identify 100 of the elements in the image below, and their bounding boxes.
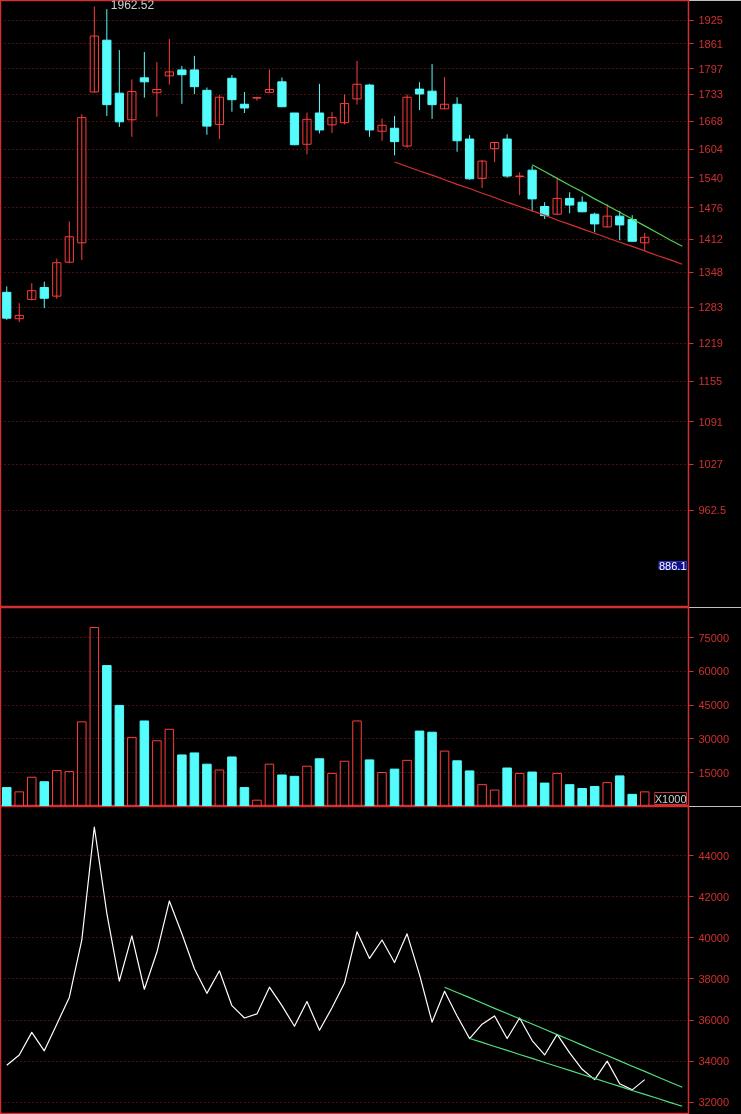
bar	[227, 756, 237, 806]
bar	[402, 759, 412, 806]
bar	[539, 782, 550, 806]
candlestick	[339, 93, 350, 125]
candlestick	[489, 142, 500, 163]
bar	[389, 768, 400, 806]
bar	[327, 772, 337, 806]
bar	[127, 736, 137, 806]
bar	[477, 784, 487, 806]
y-tick-label: 32000	[698, 1096, 730, 1109]
bar	[427, 731, 437, 806]
y-tick-label: 36000	[698, 1014, 730, 1027]
candlestick	[590, 212, 600, 233]
candlestick	[177, 65, 187, 105]
bar	[2, 787, 12, 806]
bar	[52, 769, 62, 806]
candlestick	[377, 117, 387, 142]
bar	[152, 740, 162, 806]
bar	[464, 770, 475, 806]
bar	[239, 787, 250, 806]
y-tick-label: 1797	[698, 62, 723, 75]
candlestick	[552, 178, 562, 216]
line-series	[468, 1037, 683, 1107]
candlestick	[352, 60, 362, 106]
candlestick	[615, 210, 625, 241]
candlestick	[239, 91, 250, 114]
y-tick-label: 962.5	[698, 504, 727, 517]
bar	[627, 793, 637, 806]
candlestick	[414, 81, 425, 111]
candlestick	[327, 111, 337, 134]
bar	[564, 784, 575, 806]
bar	[339, 760, 350, 806]
bar	[552, 772, 562, 806]
candlestick	[314, 83, 325, 134]
bar	[639, 791, 650, 806]
y-tick-label: 45000	[698, 699, 730, 712]
y-tick-label: 1668	[698, 115, 723, 128]
bar	[89, 627, 100, 806]
candlestick	[515, 171, 525, 196]
candlestick	[565, 191, 575, 214]
candlestick	[64, 220, 74, 264]
candlestick	[477, 159, 487, 189]
y-tick-label: 1348	[698, 266, 723, 279]
y-tick-label: 1476	[698, 201, 723, 214]
candlestick	[227, 74, 237, 113]
candlestick	[402, 93, 412, 149]
bar	[352, 720, 362, 806]
bar	[489, 789, 500, 806]
bar	[214, 769, 225, 806]
bar	[364, 759, 375, 806]
bar	[614, 775, 625, 806]
bar	[277, 774, 287, 806]
y-tick-label: 30000	[698, 732, 730, 745]
line-series	[6, 826, 646, 1091]
bar	[177, 754, 187, 806]
y-tick-label: 1091	[698, 415, 723, 428]
candlestick	[427, 63, 437, 120]
bar	[314, 758, 325, 806]
candlestick	[252, 96, 262, 102]
candlestick	[439, 76, 450, 110]
y-tick-label: 38000	[698, 972, 730, 985]
y-tick-label: 1219	[698, 337, 723, 350]
y-tick-label: 1861	[698, 37, 723, 50]
bar	[289, 775, 300, 806]
y-tick-label: 1925	[698, 14, 723, 27]
y-tick-label: 1027	[698, 458, 723, 471]
y-tick-label: 1155	[698, 375, 723, 388]
bar	[589, 785, 600, 806]
bar	[64, 771, 75, 806]
candlestick	[214, 94, 225, 140]
bar	[377, 772, 387, 806]
y-tick-label: 40000	[698, 931, 730, 944]
line-series	[531, 164, 683, 247]
bar	[452, 760, 462, 806]
bar	[102, 665, 112, 806]
bar	[577, 787, 587, 806]
y-tick-label: 60000	[698, 665, 730, 678]
annotation: X1000	[654, 792, 687, 805]
y-tick-label: 1733	[698, 88, 723, 101]
candlestick	[52, 258, 62, 300]
candlestick	[77, 113, 87, 261]
bar	[27, 776, 37, 806]
bar	[502, 767, 512, 806]
y-tick-label: 1412	[698, 233, 723, 246]
candlestick	[127, 78, 137, 138]
bar	[14, 791, 25, 806]
bar	[77, 721, 87, 806]
candlestick	[627, 214, 637, 242]
candlestick	[640, 232, 650, 252]
y-tick-label: 15000	[698, 766, 730, 779]
candlestick	[14, 302, 24, 323]
bar	[302, 765, 312, 806]
y-tick-label: 1283	[698, 301, 723, 314]
bar	[414, 730, 425, 806]
candlestick	[39, 281, 49, 309]
y-tick-label: 75000	[698, 631, 730, 644]
candlestick	[89, 5, 99, 94]
bar	[602, 782, 612, 806]
y-tick-label: 44000	[698, 849, 730, 862]
bar	[114, 704, 125, 806]
